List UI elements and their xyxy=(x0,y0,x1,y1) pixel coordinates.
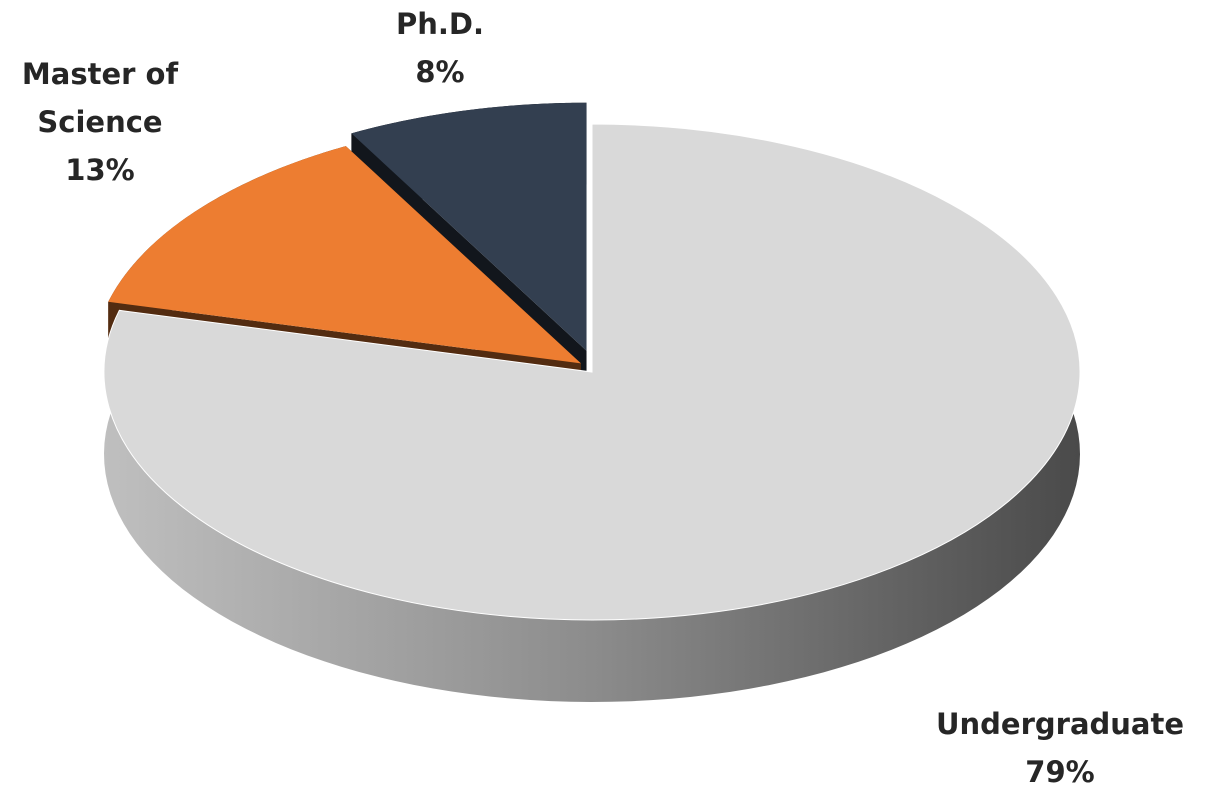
value-label: 79% xyxy=(920,748,1200,796)
category-label: Undergraduate xyxy=(920,700,1200,748)
value-label: 8% xyxy=(300,48,580,96)
page: Undergraduate79% Master of Science13% Ph.D… xyxy=(0,0,1210,801)
data-label: Ph.D.8% xyxy=(300,0,580,96)
category-label: Master of Science xyxy=(10,50,190,146)
value-label: 13% xyxy=(10,146,190,194)
category-label: Ph.D. xyxy=(300,0,580,48)
